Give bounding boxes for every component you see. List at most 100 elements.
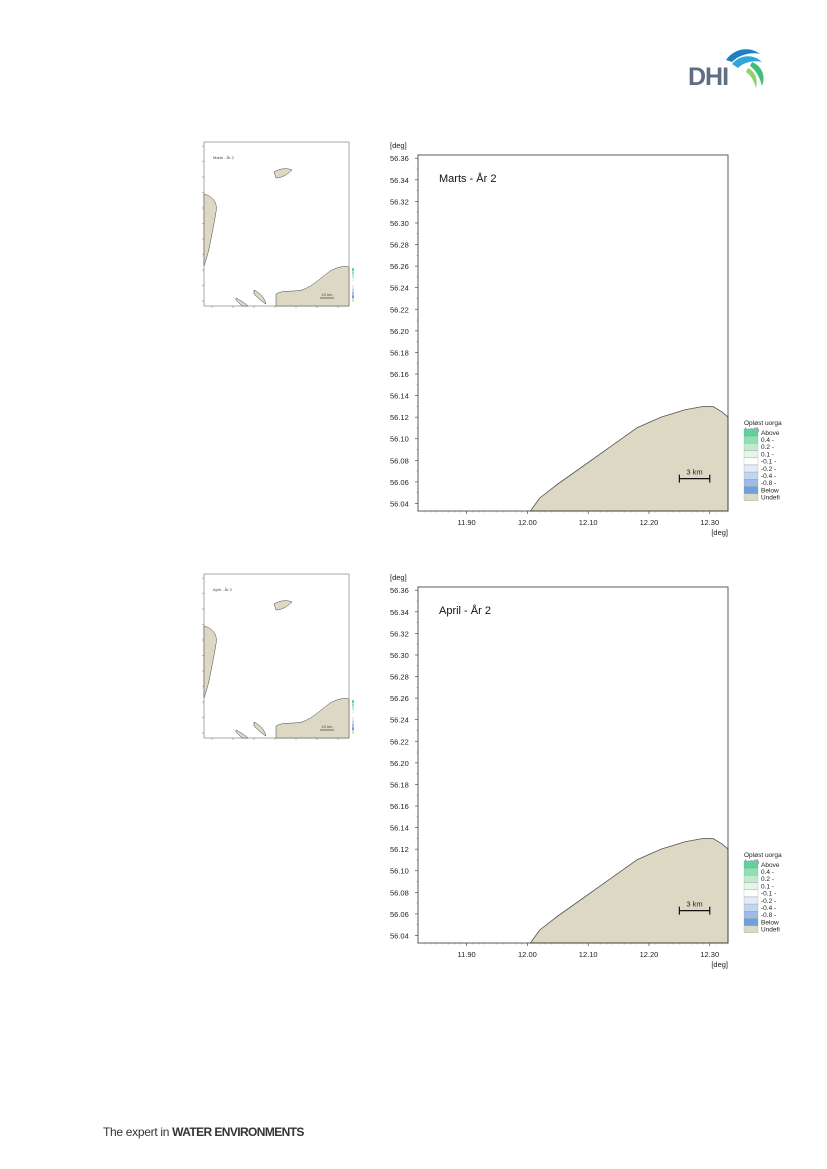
thumb-legend-swatch	[352, 717, 354, 720]
map-svg: [deg] [deg] 56.36 56.34 56.32 56.30 56.28 56.26…	[390, 141, 782, 537]
thumb-legend-swatch	[352, 710, 354, 714]
x-tick-label: 12.20	[640, 950, 659, 959]
legend-label: -0.4 -	[761, 905, 776, 912]
thumb-legend-swatch	[352, 271, 354, 275]
legend-label: 0.2 -	[761, 876, 774, 883]
y-tick-label: 56.06	[390, 478, 409, 487]
legend-swatch	[743, 493, 759, 501]
wave-icon	[726, 49, 764, 88]
legend-label: -0.2 -	[761, 466, 776, 473]
thumb-legend-swatch	[352, 727, 354, 731]
y-tick-label: 56.28	[390, 673, 409, 682]
scale-bar-label: 3 km	[686, 900, 702, 909]
legend-swatch	[743, 428, 759, 437]
land-area	[529, 838, 729, 944]
y-tick-label: 56.28	[390, 241, 409, 250]
legend-swatch	[743, 486, 759, 494]
legend-swatch	[743, 889, 759, 897]
y-tick-label: 56.12	[390, 413, 409, 422]
x-tick-label: 12.30	[700, 950, 719, 959]
legend-swatch	[743, 472, 759, 480]
footer-tagline: The expert in WATER ENVIRONMENTS	[103, 1125, 304, 1139]
map-title: April - År 2	[439, 604, 491, 617]
y-tick-label: 56.12	[390, 845, 409, 854]
thumb-island	[273, 600, 293, 611]
thumb-legend-swatch	[352, 285, 354, 288]
legend-swatch	[743, 860, 759, 869]
legend-swatch	[743, 457, 759, 465]
thumb-legend-swatch	[352, 268, 354, 271]
x-tick-label: 12.30	[700, 518, 719, 527]
y-tick-label: 56.36	[390, 586, 409, 595]
dhi-logo: DHI	[688, 46, 768, 92]
y-tick-label: 56.26	[390, 694, 409, 703]
y-tick-label: 56.30	[390, 651, 409, 660]
thumb-scale-label: 10 km	[322, 724, 334, 729]
legend-swatch	[743, 875, 759, 883]
y-tick-label: 56.30	[390, 219, 409, 228]
overview-map-thumbnail: April - År 2 10 km	[192, 568, 354, 750]
y-tick-label: 56.24	[390, 284, 409, 293]
y-tick-label: 56.26	[390, 262, 409, 271]
legend-swatch	[743, 896, 759, 905]
legend-label: Below	[761, 919, 779, 926]
legend-label: -0.8 -	[761, 480, 776, 487]
y-tick-label: 56.24	[390, 716, 409, 725]
y-tick-label: 56.20	[390, 327, 409, 336]
y-tick-label: 56.14	[390, 824, 409, 833]
thumbnail-svg: April - År 2 10 km	[202, 573, 354, 740]
legend-label: Above	[761, 430, 780, 437]
thumb-islet	[235, 729, 249, 739]
detail-map: [deg] [deg] 56.36 56.34 56.32 56.30 56.28 56.26…	[384, 570, 784, 970]
legend-label: Below	[761, 487, 779, 494]
thumbnail-svg: Marts - År 2 10 km	[202, 141, 354, 308]
thumb-legend-swatch	[352, 291, 354, 295]
thumb-land-west	[203, 193, 217, 267]
legend-label: Undefi	[761, 495, 780, 502]
legend-label: -0.2 -	[761, 898, 776, 905]
thumb-title: Marts - År 2	[213, 155, 235, 160]
land-area	[529, 406, 729, 512]
thumb-legend-swatch	[352, 720, 354, 724]
legend-swatch	[743, 911, 759, 919]
legend-swatch	[743, 918, 759, 926]
thumb-legend-swatch	[352, 278, 354, 282]
thumb-island	[273, 168, 293, 179]
footer-bold: WATER ENVIRONMENTS	[172, 1125, 304, 1139]
x-tick-label: 12.00	[518, 950, 537, 959]
thumb-legend-swatch	[352, 706, 354, 710]
y-tick-label: 56.06	[390, 910, 409, 919]
legend-swatch	[743, 436, 759, 444]
legend-label: Above	[761, 862, 780, 869]
y-axis-unit: [deg]	[390, 141, 407, 150]
y-tick-label: 56.34	[390, 176, 409, 185]
thumb-legend-swatch	[352, 298, 354, 302]
thumb-legend-swatch	[352, 700, 354, 703]
legend-swatch	[743, 925, 759, 933]
legend-swatch	[743, 882, 759, 890]
legend-label: -0.1 -	[761, 459, 776, 466]
y-tick-label: 56.22	[390, 737, 409, 746]
legend-swatch	[743, 443, 759, 451]
y-tick-label: 56.18	[390, 780, 409, 789]
y-tick-label: 56.16	[390, 802, 409, 811]
legend-label: Undefi	[761, 927, 780, 934]
y-tick-label: 56.32	[390, 197, 409, 206]
thumb-legend-swatch	[352, 274, 354, 278]
thumb-legend-swatch	[352, 723, 354, 727]
thumb-land-west	[203, 625, 217, 699]
legend-label: -0.8 -	[761, 912, 776, 919]
thumb-land-east	[275, 266, 350, 307]
y-tick-label: 56.08	[390, 456, 409, 465]
y-axis-unit: [deg]	[390, 573, 407, 582]
footer-prefix: The expert in	[103, 1125, 173, 1139]
plot-frame	[417, 586, 729, 944]
y-tick-label: 56.34	[390, 608, 409, 617]
detail-map: [deg] [deg] 56.36 56.34 56.32 56.30 56.28 56.26…	[384, 138, 784, 538]
legend-title: Opløst uorga	[744, 420, 782, 427]
legend-label: 0.2 -	[761, 444, 774, 451]
y-tick-label: 56.04	[390, 499, 409, 508]
x-tick-label: 12.10	[579, 950, 598, 959]
thumb-legend-swatch	[352, 730, 354, 734]
legend-label: 0.1 -	[761, 451, 774, 458]
